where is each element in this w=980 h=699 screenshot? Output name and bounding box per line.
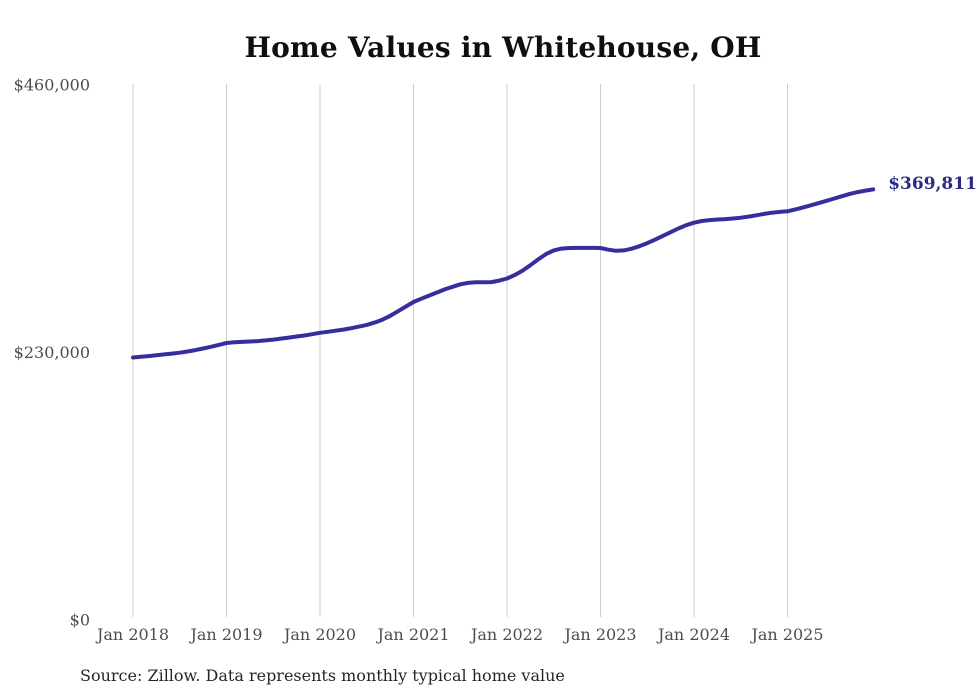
x-tick-label: Jan 2021: [375, 625, 449, 644]
y-tick-label: $460,000: [14, 76, 90, 95]
home-value-series-line: [131, 187, 876, 360]
x-tick-label: Jan 2022: [469, 625, 543, 644]
y-tick-label: $230,000: [14, 343, 90, 362]
source-note: Source: Zillow. Data represents monthly …: [80, 666, 565, 685]
chart-title: Home Values in Whitehouse, OH: [244, 31, 762, 64]
x-tick-label: Jan 2024: [656, 625, 730, 644]
y-tick-label: $0: [70, 611, 90, 630]
x-tick-label: Jan 2025: [749, 625, 823, 644]
x-tick-label: Jan 2019: [188, 625, 262, 644]
x-tick-label: Jan 2018: [95, 625, 169, 644]
x-tick-label: Jan 2020: [282, 625, 356, 644]
x-tick-label: Jan 2023: [562, 625, 636, 644]
latest-value-label: $369,811: [888, 174, 977, 195]
